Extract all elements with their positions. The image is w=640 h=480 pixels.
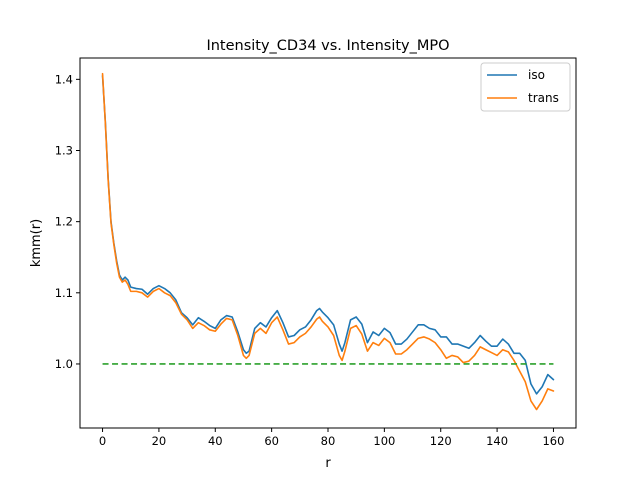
- chart-title: Intensity_CD34 vs. Intensity_MPO: [206, 38, 449, 54]
- x-tick-label: 160: [542, 434, 564, 448]
- legend: iso trans: [480, 62, 571, 112]
- x-tick-label: 40: [208, 434, 223, 448]
- y-tick-label: 1.0: [55, 357, 73, 371]
- x-tick-label: 60: [264, 434, 279, 448]
- y-axis-ticks: 1.0 1.1 1.2 1.3 1.4: [55, 72, 80, 371]
- y-axis-label: kmm(r): [29, 219, 44, 267]
- y-tick-label: 1.4: [55, 72, 73, 86]
- y-tick-label: 1.1: [55, 286, 73, 300]
- x-axis-label: r: [325, 456, 331, 471]
- y-tick-label: 1.2: [55, 215, 73, 229]
- x-tick-label: 140: [486, 434, 508, 448]
- x-tick-label: 120: [430, 434, 452, 448]
- series-line-trans: [101, 72, 555, 411]
- x-axis-ticks: 0 20 40 60 80 100 120 140 160: [99, 428, 564, 448]
- plot-area: [101, 72, 555, 411]
- x-tick-label: 100: [373, 434, 395, 448]
- x-tick-label: 80: [321, 434, 336, 448]
- legend-label-iso: iso: [528, 68, 545, 82]
- x-tick-label: 20: [152, 434, 167, 448]
- legend-label-trans: trans: [528, 91, 559, 105]
- y-tick-label: 1.3: [55, 144, 73, 158]
- series-line-iso: [101, 74, 555, 395]
- x-tick-label: 0: [99, 434, 106, 448]
